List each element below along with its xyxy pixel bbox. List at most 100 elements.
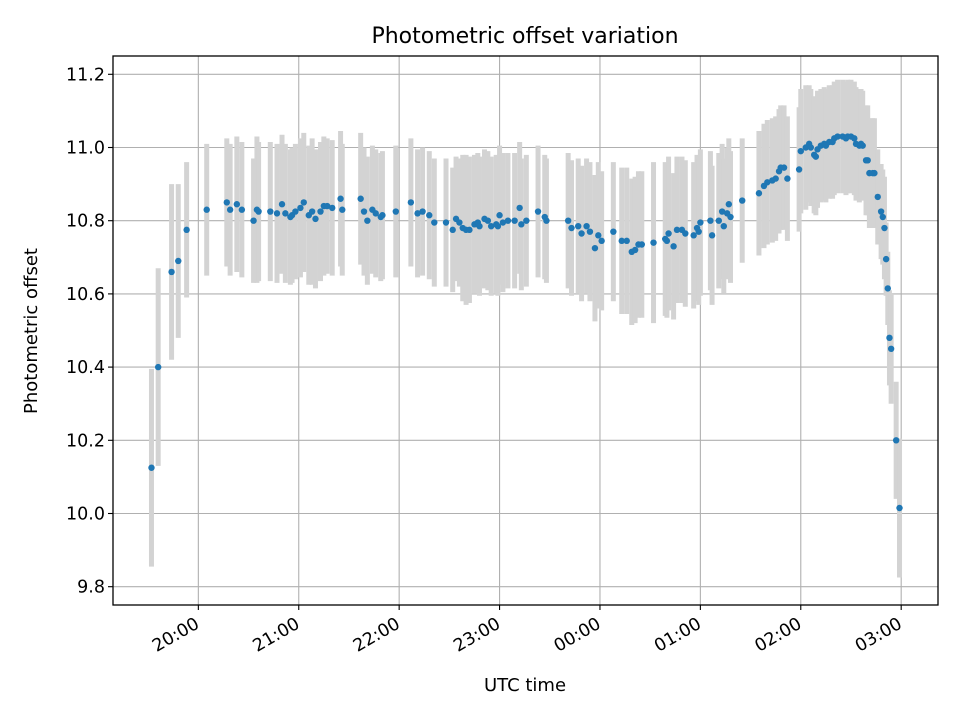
data-point <box>638 241 646 248</box>
data-point <box>578 230 585 237</box>
data-point <box>543 217 550 224</box>
data-point <box>226 206 234 213</box>
data-point <box>715 217 722 224</box>
data-point <box>360 208 368 215</box>
data-point <box>882 255 890 263</box>
data-point <box>379 212 386 219</box>
data-point <box>317 208 324 215</box>
data-point <box>673 226 681 234</box>
y-tick-label: 10.0 <box>66 505 105 525</box>
data-point <box>859 142 866 149</box>
data-point <box>695 228 702 235</box>
data-point <box>874 193 881 201</box>
data-point <box>784 175 791 182</box>
data-point <box>884 285 891 292</box>
data-point <box>618 237 625 245</box>
data-point <box>564 217 572 224</box>
y-tick-label: 9.8 <box>77 578 105 598</box>
data-point <box>339 206 346 213</box>
data-point <box>864 157 871 164</box>
chart-title: Photometric offset variation <box>371 24 678 49</box>
y-tick-label: 10.8 <box>66 212 105 232</box>
data-point <box>708 232 716 239</box>
data-point <box>718 208 726 215</box>
data-point <box>357 195 364 202</box>
data-point <box>586 228 594 235</box>
data-point <box>233 201 241 208</box>
data-point <box>720 222 728 230</box>
data-point <box>650 239 657 246</box>
data-point <box>168 268 175 276</box>
data-point <box>764 179 771 186</box>
data-point <box>337 195 344 202</box>
data-point <box>278 201 286 208</box>
data-point <box>466 226 473 234</box>
x-axis-label: UTC time <box>484 675 566 696</box>
data-point <box>175 257 182 265</box>
data-point <box>610 228 617 235</box>
plot-frame <box>112 55 939 606</box>
data-point <box>484 217 492 224</box>
data-point <box>877 208 885 215</box>
data-point <box>598 237 605 245</box>
data-point <box>518 221 525 228</box>
data-point <box>431 219 438 226</box>
data-point <box>707 217 714 224</box>
data-point <box>887 345 895 352</box>
data-point <box>364 217 371 224</box>
data-point <box>780 164 788 171</box>
data-point <box>499 219 507 226</box>
data-point <box>568 224 575 232</box>
data-point <box>407 199 415 206</box>
data-point <box>755 190 763 197</box>
data-point <box>663 237 671 245</box>
data-point <box>881 224 888 232</box>
data-point <box>851 135 858 142</box>
data-point <box>690 232 697 239</box>
data-point <box>494 222 502 230</box>
data-point <box>282 210 289 217</box>
data-point <box>575 222 582 230</box>
data-point <box>795 166 803 173</box>
data-point <box>727 213 734 221</box>
data-point <box>595 232 602 239</box>
data-point <box>534 208 542 215</box>
data-point <box>442 219 450 226</box>
data-point <box>631 246 639 254</box>
data-point <box>203 206 210 213</box>
data-point <box>154 363 162 371</box>
data-point <box>879 213 886 221</box>
data-point <box>892 437 900 444</box>
data-point <box>516 204 523 212</box>
data-point <box>896 504 903 512</box>
y-axis-label: Photometric offset <box>21 248 42 414</box>
data-point <box>223 199 230 206</box>
data-point <box>697 219 704 226</box>
data-point <box>329 204 336 212</box>
data-point <box>682 230 689 237</box>
data-point <box>487 222 495 230</box>
data-point <box>807 144 815 151</box>
data-point <box>267 208 274 215</box>
y-tick-label: 11.0 <box>66 139 105 159</box>
data-point <box>308 208 316 215</box>
data-point <box>591 244 599 252</box>
data-point <box>623 237 630 245</box>
data-point <box>292 208 299 215</box>
data-point <box>255 208 262 215</box>
data-points <box>148 133 903 512</box>
y-tick-label: 11.2 <box>66 65 105 85</box>
data-point <box>772 175 779 182</box>
data-point <box>300 199 307 206</box>
data-point <box>238 206 246 213</box>
data-point <box>250 217 257 224</box>
data-point <box>297 204 304 212</box>
data-point <box>670 243 677 250</box>
data-point <box>312 215 319 223</box>
data-point <box>797 147 804 155</box>
data-point <box>665 230 672 237</box>
y-tick-label: 10.2 <box>66 431 105 451</box>
data-point <box>148 464 155 471</box>
data-point <box>496 212 503 219</box>
